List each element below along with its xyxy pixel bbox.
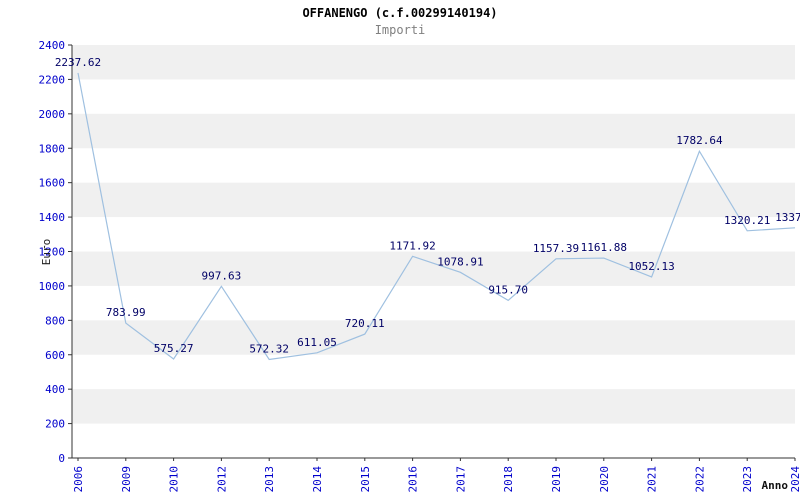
x-tick-label: 2023 <box>741 466 754 493</box>
x-tick-label: 2012 <box>215 466 228 493</box>
chart-layers: 0 200 400 600 800 1000 1200 1400 1600 1800 2000 220… <box>39 39 800 493</box>
y-tick-label: 200 <box>45 418 65 431</box>
x-axis-title: Anno <box>762 479 789 492</box>
x-tick-label: 2016 <box>407 466 420 493</box>
value-label: 572.32 <box>249 343 289 356</box>
grid-band <box>72 113 795 149</box>
value-label: 1171.92 <box>389 239 435 252</box>
y-tick-label: 1000 <box>39 280 66 293</box>
value-label: 1161.88 <box>581 241 627 254</box>
value-label: 575.27 <box>154 342 194 355</box>
x-tick-label: 2006 <box>72 466 85 493</box>
value-label: 1078.91 <box>437 255 483 268</box>
value-label: 783.99 <box>106 306 146 319</box>
y-tick-label: 1200 <box>39 246 66 259</box>
value-label: 1337.5 <box>775 211 800 224</box>
y-tick-label: 0 <box>58 452 65 465</box>
x-tick-label: 2014 <box>311 466 324 493</box>
y-tick-label: 800 <box>45 314 65 327</box>
grid-band <box>72 45 795 80</box>
y-tick-label: 1600 <box>39 177 66 190</box>
chart-title: OFFANENGO (c.f.00299140194) <box>302 6 497 20</box>
y-tick-label: 2000 <box>39 108 66 121</box>
value-label: 611.05 <box>297 336 337 349</box>
value-label: 1052.13 <box>628 260 674 273</box>
grid-band <box>72 389 795 424</box>
y-tick-label: 1400 <box>39 211 66 224</box>
y-tick-label: 400 <box>45 383 65 396</box>
x-tick-label: 2013 <box>263 466 276 493</box>
x-tick-label: 2021 <box>646 466 659 493</box>
data-line <box>77 72 796 361</box>
value-label: 1782.64 <box>676 134 723 147</box>
x-tick-label: 2017 <box>454 466 467 493</box>
y-tick-label: 1800 <box>39 142 66 155</box>
grid-band <box>72 251 795 286</box>
chart-subtitle: Importi <box>375 23 426 37</box>
x-tick-label: 2015 <box>359 466 372 493</box>
grid-band <box>72 182 795 218</box>
value-label: 720.11 <box>345 317 385 330</box>
y-tick-label: 600 <box>45 349 65 362</box>
x-tick-label: 2024 <box>789 466 800 493</box>
value-label: 1320.21 <box>724 214 770 227</box>
y-tick-label: 2200 <box>39 73 66 86</box>
x-tick-label: 2022 <box>693 466 706 493</box>
y-axis-title: Euro <box>40 239 53 266</box>
value-label: 1157.39 <box>533 242 579 255</box>
x-tick-label: 2020 <box>598 466 611 493</box>
x-tick-label: 2010 <box>168 466 181 493</box>
x-tick-label: 2009 <box>120 466 133 493</box>
value-label: 997.63 <box>202 269 242 282</box>
grid-band <box>72 320 795 355</box>
value-label: 2237.62 <box>55 56 101 69</box>
x-tick-label: 2019 <box>550 466 563 493</box>
y-tick-label: 2400 <box>39 39 66 52</box>
value-label: 915.70 <box>488 283 528 296</box>
x-tick-label: 2018 <box>502 466 515 493</box>
